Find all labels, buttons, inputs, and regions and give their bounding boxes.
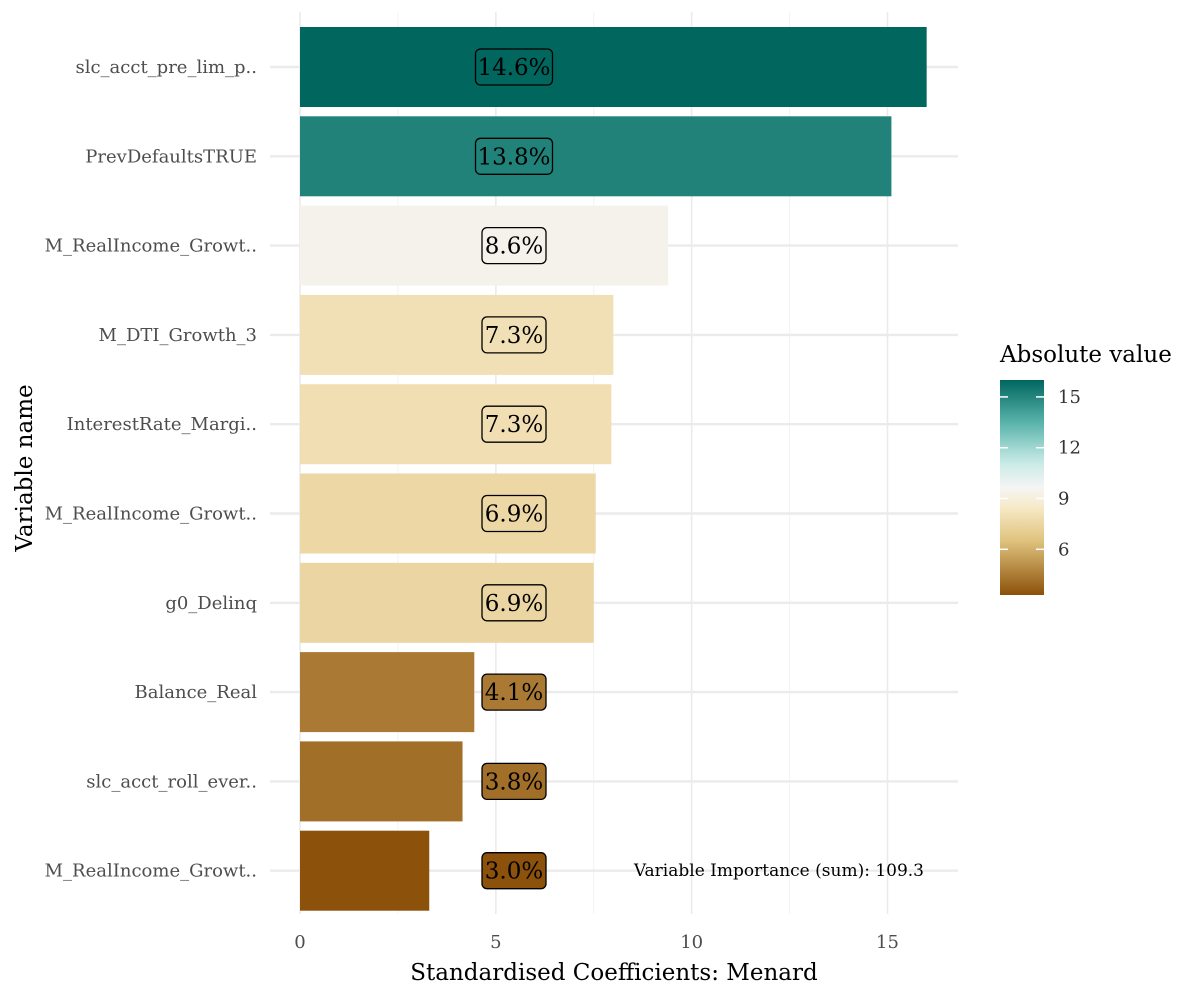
bar-label-text: 6.9%: [485, 502, 543, 528]
bar-label-text: 4.1%: [485, 680, 543, 706]
bar-label-box: [481, 762, 547, 801]
bar-label-text: 8.6%: [485, 234, 543, 260]
bar-label-text: 3.0%: [485, 859, 543, 885]
y-tick-labels: slc_acct_pre_lim_p.. PrevDefaultsTRUE M_Re…: [45, 57, 258, 882]
legend-tick-label: 6: [1058, 539, 1069, 560]
y-tick-label: PrevDefaultsTRUE: [85, 146, 257, 167]
bar-label-text: 7.3%: [485, 412, 543, 438]
bar: [300, 384, 612, 465]
legend-tick-label: 12: [1058, 438, 1081, 459]
bar-label: 3.8%: [481, 762, 547, 801]
bar-label-box: [481, 852, 547, 890]
legend-title: Absolute value: [999, 342, 1172, 368]
y-tick-label: M_RealIncome_Growt..: [45, 504, 257, 525]
x-tick-labels: 0 5 10 15: [294, 932, 899, 953]
bar-label: 14.6%: [474, 48, 554, 86]
bar-label-text: 7.3%: [485, 323, 543, 349]
bar-label: 7.3%: [481, 405, 547, 443]
y-tick-label: Balance_Real: [135, 682, 258, 703]
legend-tick-label: 15: [1058, 387, 1081, 408]
bar-label: 13.8%: [474, 137, 554, 175]
y-tick-label: InterestRate_Margi..: [67, 414, 257, 435]
bar: [300, 652, 475, 733]
bar-label-box: [474, 137, 554, 175]
bar-label-box: [481, 673, 547, 711]
bar: [300, 562, 594, 643]
bar: [300, 830, 430, 911]
bar-label-text: 13.8%: [477, 144, 550, 170]
legend-ticks: 15 12 9 6: [1000, 387, 1081, 560]
bar-label-box: [474, 48, 554, 86]
y-tick-label: M_DTI_Growth_3: [99, 325, 257, 346]
bar-label-box: [481, 316, 547, 354]
bar-label: 8.6%: [481, 226, 547, 265]
bar-label-text: 3.8%: [485, 769, 543, 795]
bar-label: 6.9%: [481, 494, 547, 533]
bar-label-box: [481, 494, 547, 533]
bar: [300, 294, 614, 375]
bar: [300, 116, 892, 197]
legend-colorbar: [1000, 380, 1044, 595]
bar-label-text: 14.6%: [477, 55, 550, 81]
x-axis-title: Standardised Coefficients: Menard: [410, 960, 818, 986]
bar: [300, 741, 463, 822]
importance-sum-annotation: Variable Importance (sum): 109.3: [633, 861, 924, 881]
bar-labels: 14.6% 13.8% 8.6% 7.3% 7.3% 6.9% 6.9% 4.1% 3.8% 3.…: [474, 48, 554, 890]
bar: [300, 473, 596, 554]
x-tick-label: 0: [294, 932, 305, 953]
bar-label-box: [481, 226, 547, 265]
y-axis-title: Variable name: [12, 384, 38, 552]
legend: Absolute value 15 12 9 6: [999, 342, 1172, 595]
legend-tick-label: 9: [1058, 489, 1069, 510]
y-tick-label: g0_Delinq: [165, 593, 257, 614]
bars: [300, 27, 927, 911]
y-tick-label: slc_acct_roll_ever..: [86, 771, 257, 792]
y-tick-label: M_RealIncome_Growt..: [45, 861, 257, 882]
bar-label: 3.0%: [481, 852, 547, 890]
bar-label-box: [481, 584, 547, 622]
bar-label-text: 6.9%: [485, 591, 543, 617]
y-tick-label: M_RealIncome_Growt..: [45, 236, 257, 257]
bar-label: 4.1%: [481, 673, 547, 711]
x-tick-label: 15: [876, 932, 899, 953]
bar-label: 6.9%: [481, 584, 547, 622]
y-tick-label: slc_acct_pre_lim_p..: [75, 57, 257, 78]
bar: [300, 27, 927, 107]
x-tick-label: 10: [680, 932, 703, 953]
x-tick-label: 5: [490, 932, 501, 953]
bar-label: 7.3%: [481, 316, 547, 354]
bar-label-box: [481, 405, 547, 443]
